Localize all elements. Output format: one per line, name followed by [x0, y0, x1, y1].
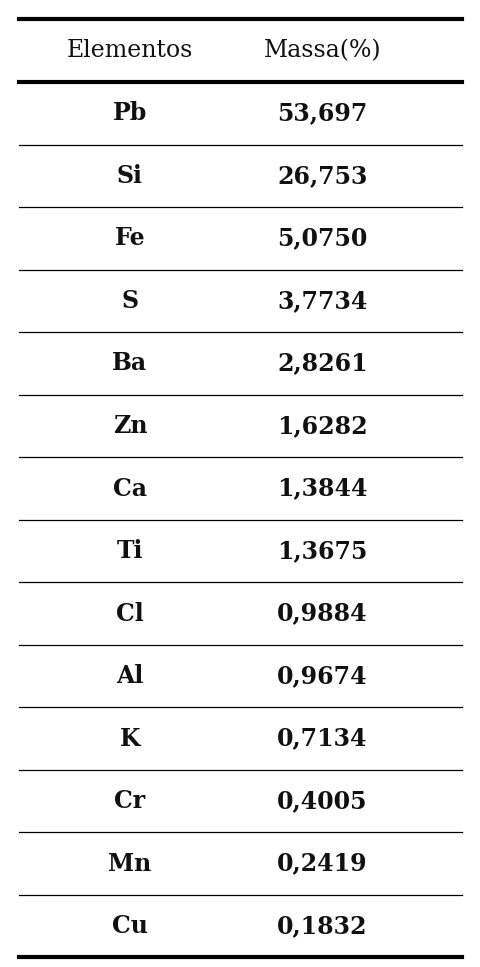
Text: 2,8261: 2,8261 — [276, 351, 367, 375]
Text: Massa(%): Massa(%) — [263, 40, 380, 62]
Text: Cu: Cu — [112, 914, 147, 938]
Text: Fe: Fe — [114, 226, 145, 250]
Text: 0,1832: 0,1832 — [276, 914, 367, 938]
Text: 1,3844: 1,3844 — [276, 477, 367, 501]
Text: 5,0750: 5,0750 — [276, 226, 367, 250]
Text: Cr: Cr — [114, 789, 145, 813]
Text: Ba: Ba — [112, 351, 147, 375]
Text: 3,7734: 3,7734 — [276, 289, 367, 313]
Text: S: S — [121, 289, 138, 313]
Text: 26,753: 26,753 — [276, 164, 367, 188]
Text: Ti: Ti — [116, 539, 143, 563]
Text: Ca: Ca — [113, 477, 146, 501]
Text: Zn: Zn — [112, 414, 147, 438]
Text: K: K — [120, 726, 140, 750]
Text: Cl: Cl — [116, 601, 144, 626]
Text: 0,2419: 0,2419 — [276, 852, 367, 875]
Text: Si: Si — [117, 164, 143, 188]
Text: 53,697: 53,697 — [276, 102, 367, 126]
Text: 0,9674: 0,9674 — [276, 664, 367, 689]
Text: Pb: Pb — [112, 102, 147, 126]
Text: Al: Al — [116, 664, 143, 689]
Text: 0,4005: 0,4005 — [276, 789, 367, 813]
Text: 1,6282: 1,6282 — [276, 414, 367, 438]
Text: 1,3675: 1,3675 — [276, 539, 367, 563]
Text: Mn: Mn — [108, 852, 151, 875]
Text: 0,9884: 0,9884 — [276, 601, 367, 626]
Text: Elementos: Elementos — [67, 40, 192, 62]
Text: 0,7134: 0,7134 — [276, 726, 367, 750]
